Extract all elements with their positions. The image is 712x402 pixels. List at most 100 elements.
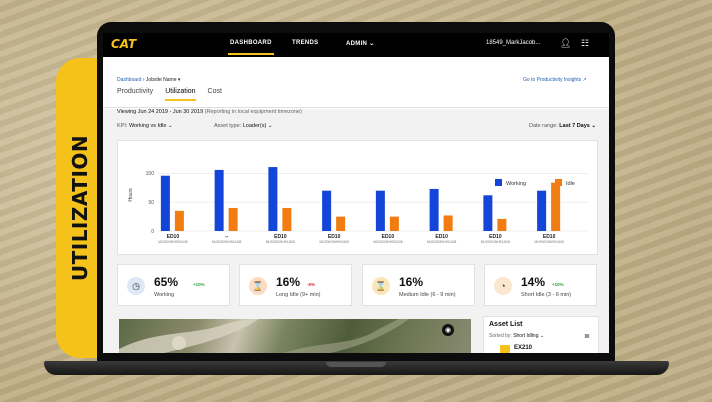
asset-list-item[interactable]: EX210: [514, 345, 533, 351]
x-tick-sublabel: MUS0003NH93J408: [266, 240, 295, 244]
y-axis-label: Hours: [128, 188, 134, 202]
tab-utilization[interactable]: Utilization: [165, 88, 196, 101]
kpi-tile-short-idle[interactable]: ◔ 14% +10% Short Idle (3 - 6 min): [484, 264, 597, 306]
breadcrumb-separator: ›: [141, 77, 146, 83]
kpi-label: Working: [154, 292, 175, 298]
kpi-label: Medium Idle (6 - 9 min): [399, 292, 456, 298]
bar-idle: [336, 216, 346, 231]
legend-swatch: [555, 179, 562, 186]
x-tick-sublabel: MUS0003NH93J408: [535, 240, 564, 244]
utilization-chart-card: 0 50 100 Hours Working Idle ED10 MUS0003NH93J40…: [117, 140, 598, 255]
tab-productivity[interactable]: Productivity: [117, 88, 154, 95]
bar-working: [483, 195, 493, 231]
x-tick-label: ED10: [274, 234, 287, 240]
legend-label: Idle: [566, 181, 575, 187]
x-tick-sublabel: MUS0003NH93J408: [427, 240, 456, 244]
bar-working: [268, 167, 278, 231]
asset-sort[interactable]: Sorted by: Short Idling ⌄: [489, 333, 545, 339]
laptop-base: [44, 361, 669, 375]
bar-working: [537, 190, 547, 231]
bar-working: [375, 190, 385, 231]
timer-icon: ◔: [494, 277, 512, 295]
x-tick-sublabel: MUS0003NH93J408: [320, 240, 349, 244]
banner-title: UTILIZATION: [68, 134, 93, 282]
x-tick-label: ED10: [382, 234, 395, 240]
kpi-tile-medium-idle[interactable]: ⌛ 16% Medium Idle (6 - 9 min): [362, 264, 475, 306]
user-icon[interactable]: 👤︎: [560, 38, 572, 48]
bar-working: [160, 175, 170, 231]
bar-working: [214, 169, 224, 231]
asset-type-filter[interactable]: Asset type: Loader(s) ⌄: [214, 123, 273, 129]
kpi-value: 16%: [399, 275, 424, 289]
user-account-name[interactable]: 18549_MarkJacob...: [486, 40, 541, 46]
asset-thumbnail: [500, 345, 510, 353]
bar-idle: [497, 218, 507, 231]
x-tick-label: ED10: [167, 234, 180, 240]
productivity-insights-link[interactable]: Go to Productivity Insights ↗: [523, 77, 587, 83]
breadcrumb: Dashboard › Jobsite Name ▾: [117, 77, 180, 83]
top-navigation: CAT DASHBOARD TRENDS ADMIN ⌄ 18549_MarkJ…: [103, 33, 609, 57]
x-tick-label: ED10: [435, 234, 448, 240]
breadcrumb-dashboard[interactable]: Dashboard: [117, 77, 142, 83]
tab-cost[interactable]: Cost: [207, 88, 222, 95]
tabs: Productivity Utilization Cost: [117, 88, 222, 101]
x-tick-sublabel: MUS0003NH93J408: [373, 240, 402, 244]
layers-icon[interactable]: ◉: [442, 324, 454, 336]
kpi-delta: +10%: [193, 282, 205, 287]
hourglass-icon: ⌛: [249, 277, 267, 295]
bar-idle: [174, 210, 184, 231]
bar-working: [429, 188, 439, 231]
kpi-tile-working[interactable]: ◷ 65% +10% Working: [117, 264, 230, 306]
kpi-label: Short Idle (3 - 6 min): [521, 292, 572, 298]
page-subheader: Dashboard › Jobsite Name ▾ Go to Product…: [103, 57, 609, 109]
nav-dashboard[interactable]: DASHBOARD: [228, 40, 274, 55]
x-tick-label: ED10: [543, 234, 556, 240]
cat-logo[interactable]: CAT: [111, 37, 137, 51]
legend-label: Working: [506, 181, 526, 187]
kpi-value: 14%: [521, 275, 546, 289]
bar-working: [322, 190, 332, 231]
nav-trends[interactable]: TRENDS: [292, 40, 319, 46]
bar-idle: [282, 207, 292, 231]
x-tick-sublabel: MUS0003NH93J408: [481, 240, 510, 244]
jobsite-satellite-map[interactable]: [119, 319, 471, 353]
app-screen: CAT DASHBOARD TRENDS ADMIN ⌄ 18549_MarkJ…: [103, 33, 609, 353]
y-tick-label: 50: [148, 200, 154, 206]
bar-idle: [228, 207, 238, 231]
x-tick-sublabel: MUS0003NH93J408: [158, 240, 187, 244]
filter-icon[interactable]: ≣: [584, 333, 590, 340]
kpi-filter[interactable]: KPI: Working vs Idle ⌄: [117, 123, 173, 129]
bar-idle: [389, 216, 399, 231]
y-tick-label: 0: [151, 229, 154, 235]
x-tick-label: --: [225, 234, 229, 240]
nav-admin[interactable]: ADMIN ⌄: [346, 41, 375, 47]
kpi-tile-long-idle[interactable]: ⌛ 16% -5% Long Idle (9+ min): [239, 264, 352, 306]
external-link-icon: ↗: [582, 77, 587, 83]
kpi-delta: +10%: [552, 282, 564, 287]
kpi-filter-value[interactable]: Working vs Idle ⌄: [128, 123, 173, 129]
bar-idle: [551, 182, 561, 231]
asset-type-value[interactable]: Loader(s) ⌄: [242, 123, 273, 129]
asset-list-title: Asset List: [489, 321, 523, 328]
x-tick-label: ED10: [328, 234, 341, 240]
date-range-value[interactable]: Last 7 Days ⌄: [559, 123, 596, 129]
jobsite-selector[interactable]: Jobsite Name ▾: [145, 77, 181, 83]
bar-idle: [443, 215, 453, 231]
filter-row: KPI: Working vs Idle ⌄ Asset type: Loade…: [117, 123, 597, 131]
date-range-filter[interactable]: Date range: Last 7 Days ⌄: [529, 123, 596, 129]
clock-icon: ◷: [127, 277, 145, 295]
kpi-delta: -5%: [307, 282, 316, 287]
kpi-value: 16%: [276, 275, 301, 289]
subheader-divider: [103, 107, 609, 108]
asset-sort-value[interactable]: Short Idling ⌄: [513, 333, 545, 339]
y-tick-label: 100: [146, 171, 155, 177]
map-terrain: [119, 319, 409, 353]
kpi-value: 65%: [154, 275, 179, 289]
x-tick-label: ED10: [489, 234, 502, 240]
legend-swatch: [495, 179, 502, 186]
x-tick-sublabel: MUS0003NH93J408: [212, 240, 241, 244]
viewing-range: Viewing Jun 24 2019 - Jun 30 2019 (Repor…: [117, 109, 302, 115]
grid-icon[interactable]: ☷: [581, 38, 590, 48]
laptop-notch: [326, 362, 386, 367]
